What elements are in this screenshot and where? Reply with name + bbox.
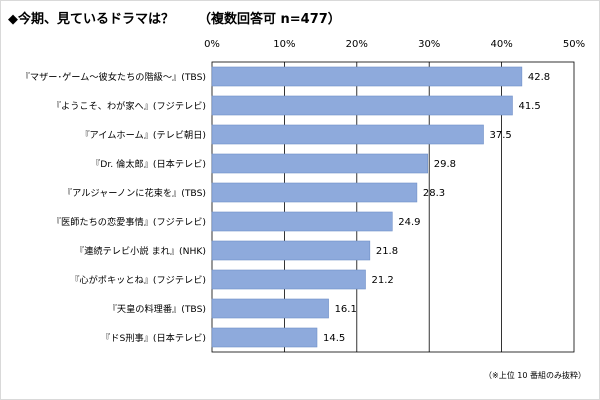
category-label: 『アイムホーム』(テレビ朝日)	[80, 130, 206, 141]
bar	[211, 153, 429, 174]
data-label: 28.3	[423, 188, 445, 199]
x-tick-label: 40%	[490, 39, 512, 50]
data-label: 16.1	[335, 304, 357, 315]
bar	[211, 269, 366, 290]
data-label: 21.8	[376, 246, 398, 257]
footnote: （※上位 10 番組のみ抜粋）	[484, 371, 586, 380]
category-label: 『Dr. 倫太郎』(日本テレビ)	[91, 158, 206, 170]
category-label: 『ようこそ、わが家へ』(フジテレビ)	[52, 100, 206, 112]
data-label: 21.2	[371, 275, 393, 286]
x-tick-label: 10%	[273, 39, 295, 50]
plot-area	[211, 61, 575, 353]
bar	[211, 211, 393, 232]
chart-title-text: ◆今期、見ているドラマは？	[8, 12, 174, 27]
x-tick-label: 20%	[346, 39, 368, 50]
data-label: 29.8	[434, 159, 456, 170]
data-label: 24.9	[398, 217, 420, 228]
x-tick-label: 50%	[563, 39, 585, 50]
bar	[211, 66, 523, 87]
bar	[211, 182, 418, 203]
category-label: 『心がポキッとね』(フジテレビ)	[70, 274, 206, 286]
category-label: 『医師たちの恋愛事情』(フジテレビ)	[52, 216, 206, 228]
bar	[211, 124, 484, 145]
category-label: 『アルジャーノンに花束を』(TBS)	[63, 187, 206, 199]
bar	[211, 327, 318, 348]
bar	[211, 298, 329, 319]
x-tick-label: 0%	[204, 39, 220, 50]
data-label: 42.8	[528, 72, 550, 83]
chart-title: ◆今期、見ているドラマは？ （複数回答可 n=477）	[8, 8, 341, 27]
bar	[211, 95, 513, 116]
bar	[211, 240, 371, 261]
data-label: 37.5	[490, 130, 512, 141]
category-label: 『連続テレビ小説 まれ』(NHK)	[75, 245, 206, 257]
category-label: 『天皇の料理番』(TBS)	[108, 303, 206, 315]
category-label: 『ドS刑事』(日本テレビ)	[101, 332, 206, 344]
chart-subtitle: （複数回答可 n=477）	[198, 12, 341, 27]
data-label: 14.5	[323, 333, 345, 344]
x-tick-label: 30%	[418, 39, 440, 50]
data-label: 41.5	[518, 101, 540, 112]
category-label: 『マザー･ゲーム～彼女たちの階級～』(TBS)	[21, 71, 206, 83]
